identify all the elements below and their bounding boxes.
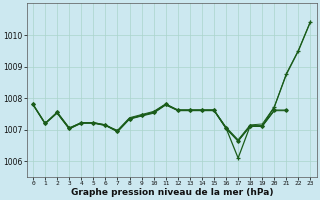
X-axis label: Graphe pression niveau de la mer (hPa): Graphe pression niveau de la mer (hPa) xyxy=(70,188,273,197)
